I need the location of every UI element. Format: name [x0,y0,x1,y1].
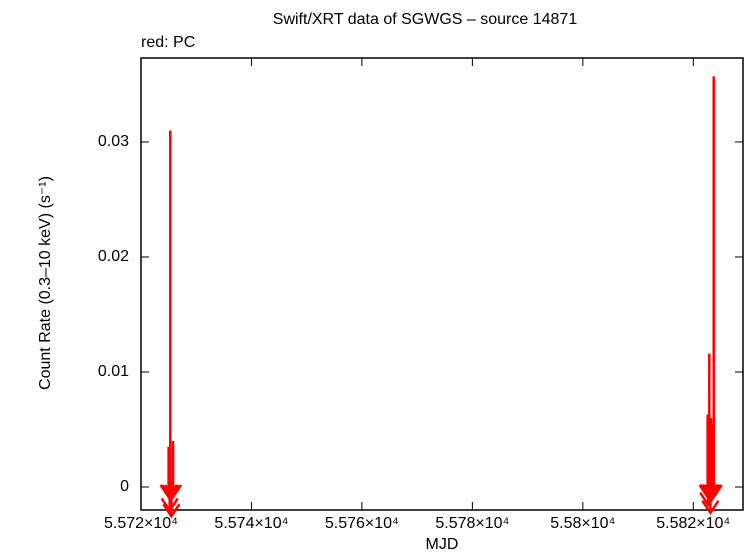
y-tick-label: 0.01 [98,363,129,380]
x-tick-label: 5.578×10⁴ [435,515,509,532]
upper-limit-arrow [162,481,181,519]
x-tick-label: 5.574×10⁴ [214,515,288,532]
x-tick-label: 5.58×10⁴ [550,515,615,532]
x-tick-label: 5.576×10⁴ [325,515,399,532]
upper-limit-arrow [161,130,180,500]
upper-limit-arrow [163,440,183,500]
plot-frame [140,57,744,511]
y-axis-label: Count Rate (0.3–10 keV) (s⁻¹) [37,176,54,390]
x-axis-label: MJD [426,536,459,553]
upper-limit-arrow [701,477,720,516]
upper-limit-arrow [160,475,179,513]
x-tick-label: 5.582×10⁴ [656,515,730,532]
y-tick-label: 0.03 [98,133,129,150]
chart-title: Swift/XRT data of SGWGS – source 14871 [273,11,578,28]
y-tick-label: 0.02 [98,248,129,265]
x-tick-label: 5.572×10⁴ [104,515,178,532]
upper-limit-arrow [699,469,718,507]
subtitle: red: PC [141,34,195,51]
y-tick-label: 0 [120,478,129,495]
